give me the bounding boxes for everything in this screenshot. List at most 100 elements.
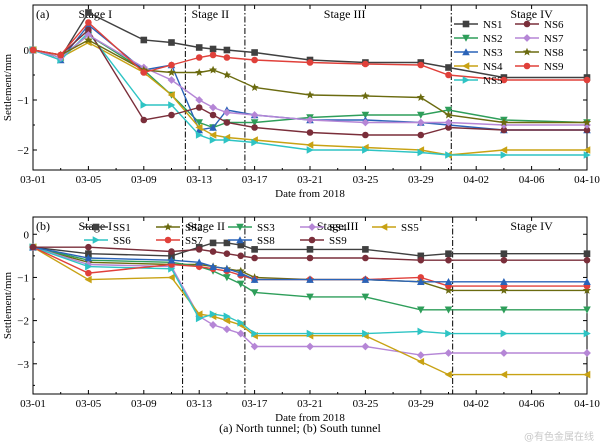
- x-tick-label: 04-06: [519, 398, 545, 410]
- legend-item-ns5: NS5: [454, 75, 503, 87]
- data-point: [195, 126, 203, 134]
- legend-label: SS9: [329, 235, 347, 247]
- data-point: [168, 248, 175, 255]
- data-point: [417, 256, 425, 264]
- data-point: [223, 239, 231, 247]
- data-point: [306, 116, 314, 124]
- legend-swatch-marker: [380, 223, 388, 231]
- data-point: [251, 56, 258, 64]
- data-point: [140, 101, 148, 109]
- stage-label: Stage III: [324, 7, 366, 21]
- y-tick-label: −1: [17, 95, 29, 107]
- data-point: [583, 146, 591, 154]
- data-point: [85, 9, 92, 16]
- x-tick-label: 04-06: [519, 174, 545, 186]
- legend-label: NS5: [483, 75, 503, 87]
- data-point: [250, 289, 259, 297]
- legend-label: NS4: [483, 61, 503, 73]
- data-point: [140, 69, 148, 76]
- data-point: [251, 246, 258, 253]
- y-tick-label: −2: [17, 316, 29, 328]
- data-point: [85, 243, 92, 251]
- stage-label: Stage III: [317, 219, 359, 233]
- data-point: [582, 118, 592, 126]
- data-point: [444, 306, 453, 314]
- data-point: [251, 254, 258, 262]
- x-tick-label: 04-02: [463, 174, 489, 186]
- legend-label: SS3: [257, 222, 275, 234]
- data-point: [209, 248, 217, 255]
- data-point: [209, 103, 217, 112]
- data-point: [195, 246, 203, 253]
- legend-label: SS1: [113, 222, 131, 234]
- data-point: [195, 96, 204, 104]
- data-point: [85, 262, 93, 271]
- series-line: [32, 242, 587, 257]
- data-point: [361, 275, 370, 283]
- data-point: [445, 329, 453, 338]
- x-tick-label: 03-05: [76, 398, 102, 410]
- data-point: [195, 119, 203, 127]
- data-point: [209, 321, 217, 329]
- data-point: [223, 108, 231, 117]
- legend-item-ns2: NS2: [454, 33, 503, 45]
- data-point: [444, 106, 453, 114]
- data-point: [362, 246, 369, 253]
- data-point: [195, 131, 203, 139]
- data-point: [444, 349, 453, 357]
- legend-swatch-marker: [308, 236, 316, 244]
- data-point: [84, 31, 93, 39]
- legend-item-ss9: SS9: [300, 235, 347, 247]
- legend-item-ss5: SS5: [372, 222, 419, 234]
- series-ss5: [29, 243, 591, 379]
- panel-label: (a): [36, 7, 49, 21]
- data-point: [583, 250, 591, 257]
- data-point: [236, 280, 245, 288]
- y-axis-label: Settlement/mm: [2, 271, 14, 339]
- data-point: [85, 250, 92, 257]
- data-point: [250, 83, 259, 91]
- legend-item-ss8: SS8: [228, 235, 275, 247]
- data-point: [583, 306, 591, 314]
- legend-item-ss2: SS2: [156, 222, 203, 234]
- data-point: [417, 148, 425, 157]
- data-point: [209, 239, 217, 247]
- data-point: [583, 256, 591, 264]
- legend-item-ns4: NS4: [454, 61, 503, 73]
- data-point: [168, 61, 175, 69]
- legend-swatch-marker: [164, 236, 172, 244]
- legend-swatch-marker: [462, 20, 470, 28]
- data-point: [223, 265, 231, 273]
- panel-label: (b): [36, 219, 50, 233]
- data-point: [223, 250, 231, 257]
- legend-swatch-marker: [462, 34, 470, 42]
- data-point: [362, 131, 369, 139]
- data-point: [223, 325, 231, 334]
- data-point: [209, 45, 217, 53]
- series-line: [33, 246, 587, 261]
- data-point: [500, 370, 508, 379]
- data-point: [362, 329, 370, 338]
- data-point: [140, 116, 148, 124]
- data-point: [500, 277, 508, 286]
- data-point: [209, 310, 217, 318]
- data-point: [85, 26, 92, 34]
- data-point: [361, 118, 370, 127]
- data-point: [416, 118, 425, 127]
- data-point: [500, 76, 508, 84]
- x-tick-label: 04-10: [574, 398, 600, 410]
- legend-swatch-marker: [236, 223, 244, 231]
- data-point: [29, 46, 37, 54]
- y-tick-label: 0: [24, 229, 30, 241]
- legend-swatch-marker: [92, 223, 100, 231]
- legend-swatch-marker: [163, 222, 173, 231]
- y-tick-label: −1: [17, 272, 29, 284]
- legend-swatch-marker: [462, 48, 470, 56]
- series-line: [32, 246, 587, 287]
- data-point: [209, 131, 217, 139]
- series-ns9: [29, 19, 591, 84]
- legend: SS1 SS2 SS3 SS4 SS5 SS6 SS7 SS8 SS9: [84, 222, 419, 247]
- data-point: [209, 51, 217, 59]
- data-point: [417, 357, 425, 366]
